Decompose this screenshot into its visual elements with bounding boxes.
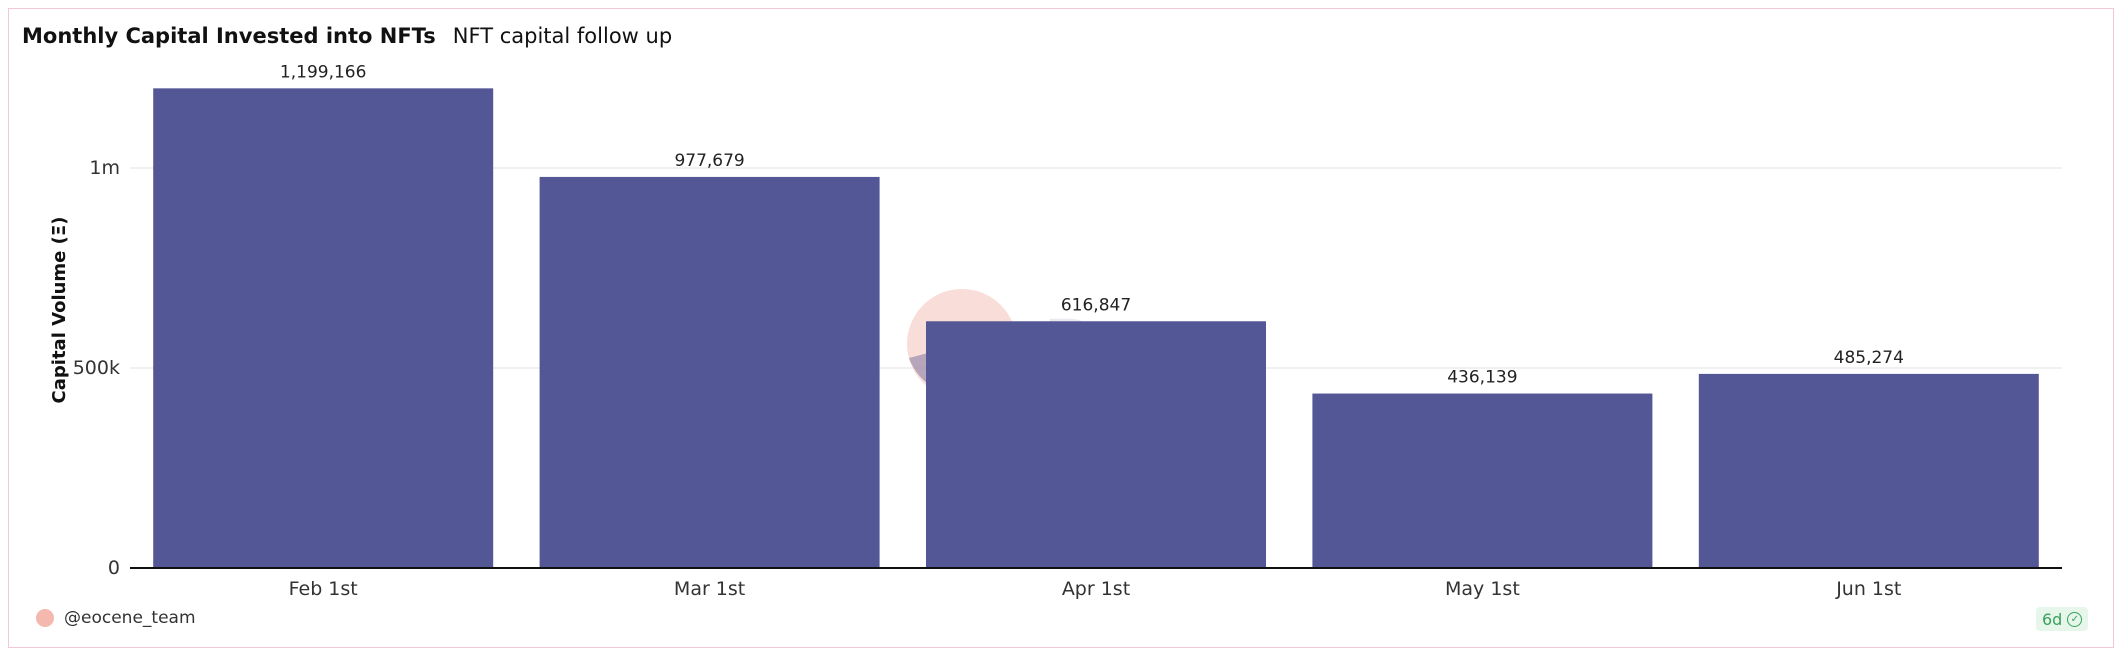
x-tick-label: May 1st bbox=[1445, 578, 1520, 600]
x-tick-label: Jun 1st bbox=[1835, 578, 1901, 600]
chart-header: Monthly Capital Invested into NFTs NFT c… bbox=[22, 24, 672, 48]
bar[interactable] bbox=[153, 88, 494, 568]
y-tick-label: 500k bbox=[73, 357, 120, 379]
age-label: 6d bbox=[2042, 609, 2063, 629]
data-label: 485,274 bbox=[1834, 348, 1904, 368]
bar[interactable] bbox=[539, 176, 880, 568]
y-tick-label: 0 bbox=[108, 557, 120, 579]
avatar bbox=[36, 609, 54, 627]
bars bbox=[153, 88, 2039, 568]
chart-title: Monthly Capital Invested into NFTs bbox=[22, 24, 436, 48]
data-label: 1,199,166 bbox=[280, 62, 367, 82]
bar[interactable] bbox=[1698, 373, 2039, 568]
chart-subtitle: NFT capital follow up bbox=[452, 24, 673, 48]
y-axis: 0 500k 1m bbox=[73, 157, 120, 579]
x-tick-label: Apr 1st bbox=[1062, 578, 1130, 600]
bar[interactable] bbox=[926, 321, 1266, 568]
check-icon: ✓ bbox=[2067, 611, 2083, 627]
freshness-badge: 6d ✓ bbox=[2036, 607, 2089, 631]
x-tick-label: Mar 1st bbox=[674, 578, 745, 600]
author-name: @eocene_team bbox=[64, 608, 196, 628]
bar[interactable] bbox=[1312, 393, 1653, 568]
y-axis-label: Capital Volume (Ξ) bbox=[49, 217, 70, 404]
x-axis: Feb 1st Mar 1st Apr 1st May 1st Jun 1st bbox=[130, 567, 2062, 600]
data-label: 436,139 bbox=[1447, 368, 1517, 388]
data-labels: 1,199,166 977,679 616,847 436,139 485,274 bbox=[280, 62, 1904, 387]
x-tick-label: Feb 1st bbox=[289, 578, 358, 600]
data-label: 977,679 bbox=[674, 151, 744, 171]
data-label: 616,847 bbox=[1061, 295, 1131, 315]
author[interactable]: @eocene_team bbox=[36, 608, 196, 628]
y-tick-label: 1m bbox=[89, 157, 120, 179]
